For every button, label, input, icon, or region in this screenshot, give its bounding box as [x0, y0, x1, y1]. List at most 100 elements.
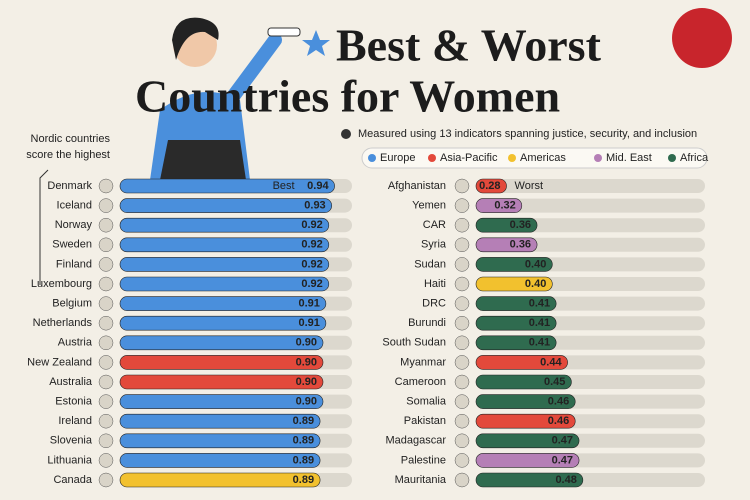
value-label: 0.40: [525, 258, 546, 270]
country-label: Slovenia: [50, 435, 93, 447]
value-label: 0.36: [510, 219, 531, 231]
country-label: Myanmar: [400, 356, 446, 368]
title: Countries for Women: [135, 71, 560, 122]
legend-label: Mid. East: [606, 152, 652, 164]
flag: [454, 276, 470, 292]
bar: [475, 217, 538, 233]
value-label: 0.28: [479, 180, 500, 192]
flag: [454, 355, 470, 370]
bar: [119, 394, 324, 409]
bar: [475, 296, 557, 311]
country-label: New Zealand: [27, 356, 92, 368]
legend-dot: [594, 154, 602, 162]
value-label: 0.41: [529, 298, 550, 310]
value-label: 0.48: [555, 474, 576, 486]
flag: [98, 374, 114, 390]
bar: [475, 237, 538, 253]
country-label: Lithuania: [47, 454, 93, 466]
country-label: Luxembourg: [31, 278, 92, 290]
country-label: CAR: [423, 219, 446, 231]
country-label: Palestine: [401, 454, 446, 466]
value-label: 0.44: [540, 356, 562, 368]
value-label: 0.41: [529, 337, 550, 349]
flag: [98, 257, 114, 272]
country-label: Estonia: [55, 396, 93, 408]
flag: [98, 433, 114, 449]
value-label: 0.90: [296, 396, 317, 408]
bar: [119, 178, 335, 194]
value-label: 0.32: [494, 200, 515, 212]
flag: [98, 413, 114, 429]
legend-dot: [668, 154, 676, 162]
bar: [119, 355, 324, 370]
value-label: 0.89: [293, 435, 314, 447]
flag: [98, 355, 114, 370]
bar: [475, 335, 557, 351]
country-label: Somalia: [406, 396, 447, 408]
illustration: [150, 17, 330, 180]
bar: [475, 413, 576, 429]
legend-dot: [508, 154, 516, 162]
flag: [454, 433, 470, 449]
bar: [119, 453, 321, 468]
legend-label: Europe: [380, 152, 415, 164]
flag: [454, 296, 470, 311]
value-label: 0.94: [307, 180, 329, 192]
legend-dot: [368, 154, 376, 162]
info-icon: [341, 129, 351, 139]
value-label: 0.47: [552, 435, 573, 447]
country-label: Finland: [56, 258, 92, 270]
country-label: DRC: [422, 298, 446, 310]
bar: [119, 315, 327, 331]
bar: [475, 453, 580, 468]
note: Nordic countries: [31, 133, 111, 145]
flag: [454, 374, 470, 390]
flag: [454, 413, 470, 429]
bar: [119, 335, 324, 351]
value-label: 0.40: [525, 278, 546, 290]
bar: [475, 257, 553, 272]
bar: [475, 433, 580, 449]
flag: [98, 335, 114, 351]
country-label: Iceland: [57, 200, 92, 212]
flag: [454, 217, 470, 233]
bar: [475, 472, 584, 488]
value-label: 0.91: [298, 298, 319, 310]
note: score the highest: [26, 149, 110, 161]
country-label: Afghanistan: [388, 180, 446, 192]
flag: [454, 453, 470, 468]
country-label: Haiti: [424, 278, 446, 290]
legend-label: Africa: [680, 152, 709, 164]
bar: [119, 257, 330, 272]
flag: [454, 257, 470, 272]
bar: [475, 178, 507, 194]
value-label: 0.92: [301, 278, 322, 290]
flag: [98, 472, 114, 488]
bar: [119, 276, 330, 292]
legend-label: Asia-Pacific: [440, 152, 498, 164]
value-label: 0.89: [293, 454, 314, 466]
flag: [98, 453, 114, 468]
flag: [454, 178, 470, 194]
country-label: Canada: [53, 474, 92, 486]
flag: [454, 237, 470, 253]
bar: [475, 355, 568, 370]
flag: [98, 217, 114, 233]
country-label: Ireland: [58, 415, 92, 427]
flag: [98, 178, 114, 194]
value-label: 0.90: [296, 337, 317, 349]
bar: [119, 198, 332, 213]
value-label: 0.89: [293, 415, 314, 427]
flag: [454, 198, 470, 213]
flag: [98, 394, 114, 409]
value-label: 0.89: [293, 474, 314, 486]
value-label: 0.92: [301, 258, 322, 270]
flag: [454, 472, 470, 488]
legend-label: Americas: [520, 152, 566, 164]
value-label: 0.93: [304, 200, 325, 212]
country-label: Cameroon: [395, 376, 446, 388]
country-label: Norway: [55, 219, 93, 231]
bar: [119, 296, 327, 311]
value-label: 0.92: [301, 219, 322, 231]
